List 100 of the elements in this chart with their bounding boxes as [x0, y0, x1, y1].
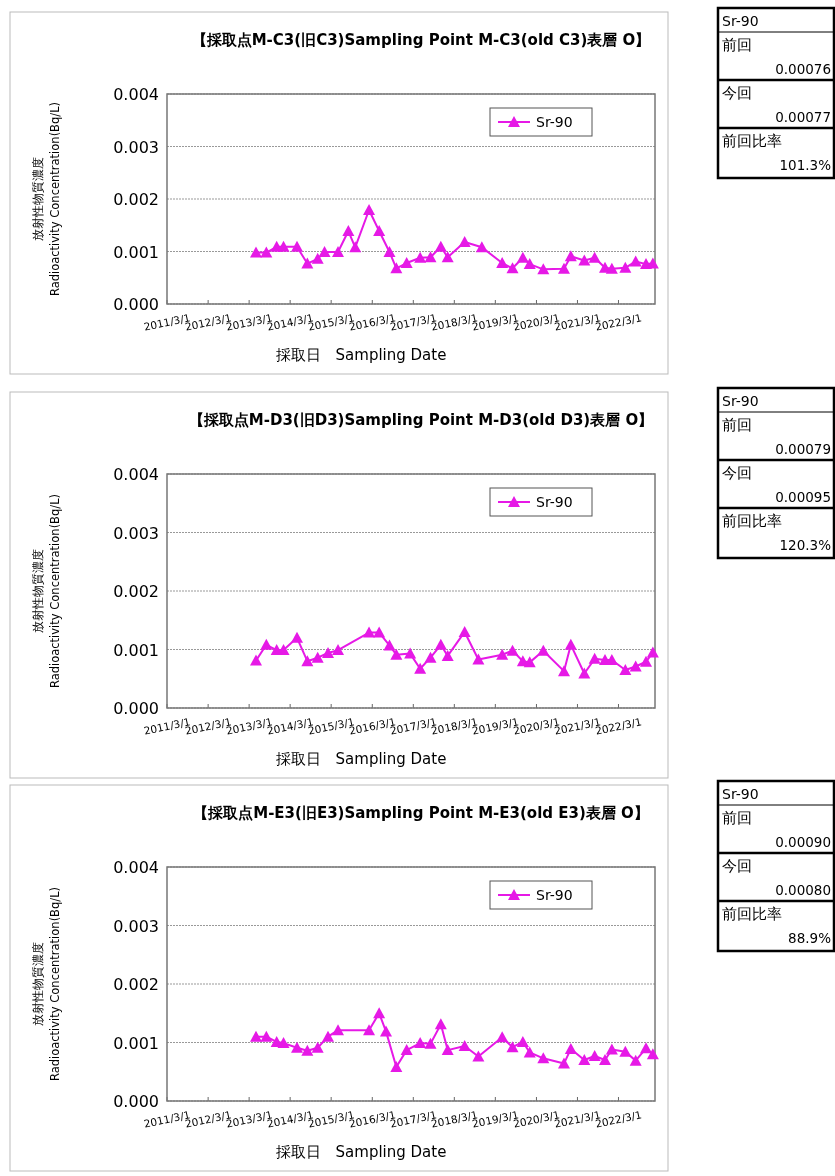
- point: [390, 262, 403, 274]
- point: [523, 656, 536, 668]
- point: [414, 1037, 427, 1049]
- point: [424, 251, 437, 263]
- point: [363, 1024, 376, 1036]
- point: [424, 651, 437, 663]
- point: [523, 258, 536, 270]
- point: [441, 251, 454, 263]
- point: [414, 662, 427, 674]
- text: 0.00076: [775, 61, 831, 77]
- y-tick-label: 0.003: [113, 916, 159, 936]
- y-tick-label: 0.003: [113, 523, 159, 543]
- point: [458, 236, 471, 248]
- y-tick-label: 0.002: [113, 190, 159, 209]
- point: [640, 655, 653, 667]
- point: [400, 1044, 413, 1056]
- point: [475, 241, 488, 253]
- chart-title: 【採取点M-D3(旧D3)Sampling Point M-D3(old D3)表層 O】: [188, 411, 654, 429]
- text: 前回: [722, 36, 752, 54]
- y-axis-title: 放射性物質濃度 Radioactivity Concentration(Bq/L): [31, 101, 62, 297]
- point: [537, 1052, 550, 1064]
- text: 前回比率: [722, 132, 782, 150]
- text: 前回比率: [722, 905, 782, 923]
- point: [599, 1054, 611, 1066]
- text: 前回比率: [722, 512, 782, 530]
- x-axis-title: 採取日 Sampling Date: [275, 750, 447, 768]
- point: [301, 655, 314, 667]
- point: [363, 626, 376, 638]
- point: [496, 648, 509, 660]
- point: [629, 660, 642, 672]
- point: [291, 240, 304, 252]
- point: [249, 1030, 262, 1042]
- point: [342, 225, 355, 237]
- point: [629, 1054, 642, 1066]
- point: [400, 257, 413, 269]
- text: 0.00095: [775, 489, 831, 505]
- point: [506, 1041, 519, 1053]
- text: 0.00077: [775, 109, 831, 125]
- text: 今回: [722, 84, 752, 102]
- point: [414, 251, 427, 263]
- point: [472, 1050, 485, 1062]
- point: [349, 241, 362, 253]
- point: [383, 246, 396, 258]
- text: 0.00080: [775, 882, 831, 898]
- point: [373, 626, 386, 638]
- point: [380, 1025, 392, 1037]
- point: [311, 252, 324, 264]
- point: [516, 1035, 529, 1047]
- point: [588, 1049, 601, 1061]
- point: [434, 240, 447, 252]
- y-tick-label: 0.002: [113, 975, 159, 994]
- point: [332, 644, 345, 656]
- point: [301, 1044, 314, 1056]
- chart-title: 【採取点M-C3(旧C3)Sampling Point M-C3(old C3)表層 O】: [191, 31, 651, 49]
- text: 101.3%: [779, 157, 832, 173]
- point: [605, 262, 618, 274]
- y-tick-label: 0.000: [113, 295, 159, 314]
- point: [390, 1061, 403, 1073]
- point: [291, 1041, 304, 1053]
- point: [441, 649, 454, 661]
- legend-label: Sr-90: [536, 494, 573, 510]
- point: [588, 251, 601, 263]
- point: [537, 263, 550, 275]
- point: [506, 262, 519, 274]
- y-tick-label: 0.001: [113, 242, 159, 262]
- text: 120.3%: [779, 537, 832, 553]
- point: [390, 648, 403, 660]
- point: [619, 663, 632, 675]
- y-tick-label: 0.000: [113, 699, 159, 718]
- text: Sr-90: [722, 786, 759, 802]
- chart-title: 【採取点M-E3(旧E3)Sampling Point M-E3(old E3)表層 O】: [193, 804, 649, 822]
- point: [318, 246, 331, 258]
- point: [249, 246, 262, 258]
- text: 0.00090: [775, 834, 831, 850]
- point: [557, 262, 570, 274]
- y-tick-label: 0.004: [113, 465, 159, 484]
- point: [578, 667, 591, 679]
- text: 前回: [722, 416, 752, 434]
- point: [646, 1048, 659, 1060]
- point: [557, 665, 570, 677]
- legend-label: Sr-90: [536, 114, 573, 130]
- point: [260, 246, 273, 258]
- point: [277, 240, 290, 252]
- point: [472, 653, 485, 665]
- point: [383, 639, 396, 651]
- point: [311, 1041, 324, 1053]
- point: [322, 1030, 335, 1042]
- point: [458, 1040, 471, 1052]
- point: [619, 1045, 632, 1057]
- point: [646, 646, 659, 658]
- point: [249, 654, 262, 666]
- x-axis-title: 採取日 Sampling Date: [275, 1143, 447, 1161]
- point: [332, 246, 345, 258]
- point: [506, 644, 519, 656]
- point: [363, 204, 376, 216]
- point: [373, 225, 386, 237]
- point: [373, 1007, 386, 1019]
- point: [311, 651, 324, 663]
- y-axis-title: 放射性物質濃度 Radioactivity Concentration(Bq/L): [31, 493, 62, 689]
- point: [537, 644, 550, 656]
